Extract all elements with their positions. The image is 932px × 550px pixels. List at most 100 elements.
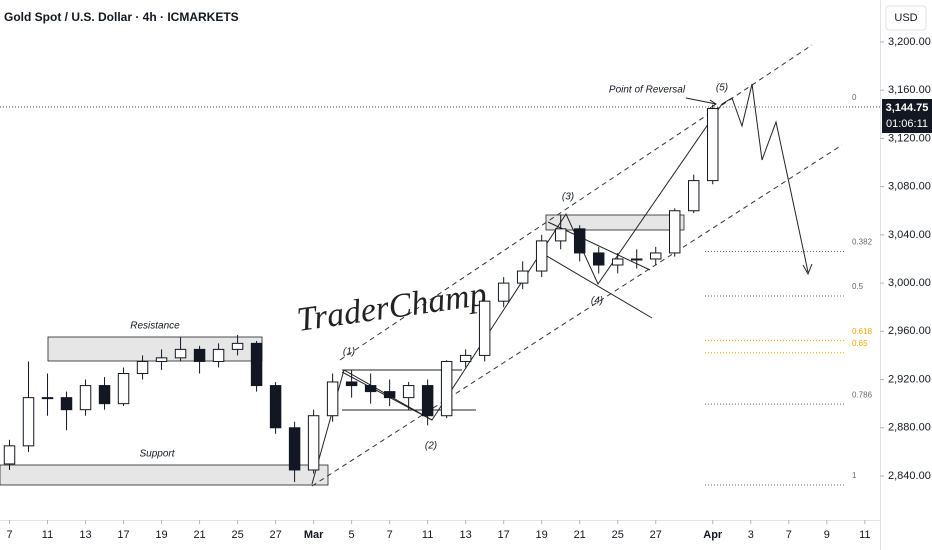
candle-body	[193, 348, 206, 362]
candle-body	[41, 397, 54, 400]
supply-zone	[545, 214, 685, 231]
annotation: Point of Reversal	[609, 85, 686, 96]
candle-body	[611, 258, 624, 266]
candle-body	[364, 385, 377, 393]
x-tick-label: 25	[231, 529, 243, 541]
x-tick-label: 11	[422, 529, 433, 541]
candle-body	[478, 300, 491, 356]
x-tick-label: 7	[786, 529, 792, 541]
candle-body	[592, 252, 605, 266]
wave-label: (5)	[716, 83, 728, 94]
annotation: Support	[139, 449, 175, 460]
fib-label: 1	[852, 471, 857, 480]
last-price: 3,144.75	[886, 102, 929, 114]
wave-path	[311, 83, 809, 485]
candle-body	[288, 427, 301, 471]
x-tick-label: 13	[79, 529, 91, 541]
candle-body	[497, 282, 510, 302]
channel-line	[339, 44, 813, 361]
x-tick-label: 17	[117, 529, 129, 541]
x-tick-label: 19	[536, 529, 548, 541]
currency-button[interactable]	[885, 5, 927, 31]
candle-body	[22, 397, 35, 447]
candle-body	[630, 258, 643, 261]
candle-body	[440, 360, 453, 417]
candle-body	[459, 354, 472, 362]
x-tick-label: 13	[460, 529, 472, 541]
candle-body	[212, 348, 225, 362]
x-tick-label: 7	[6, 529, 12, 541]
wave-label: (2)	[425, 441, 437, 452]
y-tick-label: 3,120.00	[888, 132, 931, 144]
candle-body	[516, 270, 529, 284]
x-tick-label: 21	[193, 529, 205, 541]
candle-body	[98, 385, 111, 405]
currency[interactable]: USD	[894, 12, 917, 24]
annotation: Resistance	[130, 321, 180, 332]
channel-line	[311, 144, 843, 487]
y-tick-label: 2,880.00	[888, 422, 931, 434]
x-tick-label: 27	[650, 529, 662, 541]
candle-body	[383, 391, 396, 399]
fib-label: 0.65	[852, 339, 868, 348]
y-tick-label: 3,160.00	[888, 84, 931, 96]
candle-body	[3, 445, 16, 465]
resistance-zone	[47, 336, 263, 362]
x-tick-label: 3	[748, 529, 754, 541]
candle-body	[155, 357, 168, 362]
fib-label: 0.382	[852, 238, 873, 247]
arrow-head	[802, 263, 813, 276]
x-tick-label: 7	[387, 529, 393, 541]
x-tick-label: 21	[574, 529, 586, 541]
candle-body	[345, 381, 358, 387]
y-tick-label: 2,840.00	[888, 470, 931, 482]
support-zone	[0, 464, 329, 486]
y-tick-label: 3,200.00	[888, 36, 931, 48]
x-tick-label: 17	[498, 529, 510, 541]
fib-label: 0	[852, 93, 857, 102]
last-price-box	[882, 99, 932, 133]
pattern-line	[539, 251, 653, 319]
fib-label: 0.5	[852, 282, 864, 291]
candle-body	[269, 385, 282, 429]
candle-body	[307, 415, 320, 471]
candle-body	[669, 210, 681, 254]
candle-body	[326, 381, 339, 417]
candle-body	[535, 240, 548, 272]
candle-body	[421, 385, 434, 417]
x-tick-label: Apr	[703, 529, 723, 541]
x-tick-label: 5	[349, 529, 355, 541]
x-tick-label: 11	[859, 529, 870, 541]
candle-body	[554, 228, 567, 242]
x-tick-label: 9	[824, 529, 830, 541]
x-tick-label: 25	[612, 529, 624, 541]
candle-body	[174, 348, 187, 359]
fib-label: 0.786	[852, 390, 873, 399]
marks: 2,840.00 2,880.00 2,920.00 2,960.00 3,000.00…	[3, 36, 931, 541]
candle-body	[231, 342, 244, 350]
wave-label: (3)	[562, 192, 574, 203]
y-tick-label: 3,000.00	[888, 277, 931, 289]
candle-body	[688, 180, 700, 212]
x-tick-label: 27	[269, 529, 281, 541]
candle-body	[707, 108, 719, 182]
fib-label: 0.618	[852, 327, 873, 336]
candle-body	[117, 373, 130, 405]
candle-body	[60, 397, 73, 411]
y-tick-label: 2,960.00	[888, 325, 931, 337]
x-tick-label: 11	[42, 529, 53, 541]
y-tick-label: 3,080.00	[888, 181, 931, 193]
wave-label: (4)	[591, 296, 603, 307]
candle-body	[649, 252, 662, 260]
x-tick-label: 19	[155, 529, 167, 541]
chart-title: Gold Spot / U.S. Dollar · 4h · ICMARKETS	[4, 10, 239, 24]
candle-body	[250, 342, 263, 387]
candle-body	[79, 385, 92, 411]
x-tick-label: Mar	[304, 529, 324, 541]
candle-body	[136, 360, 149, 375]
countdown: 01:06:11	[886, 118, 928, 130]
wave-label: (1)	[343, 347, 355, 358]
